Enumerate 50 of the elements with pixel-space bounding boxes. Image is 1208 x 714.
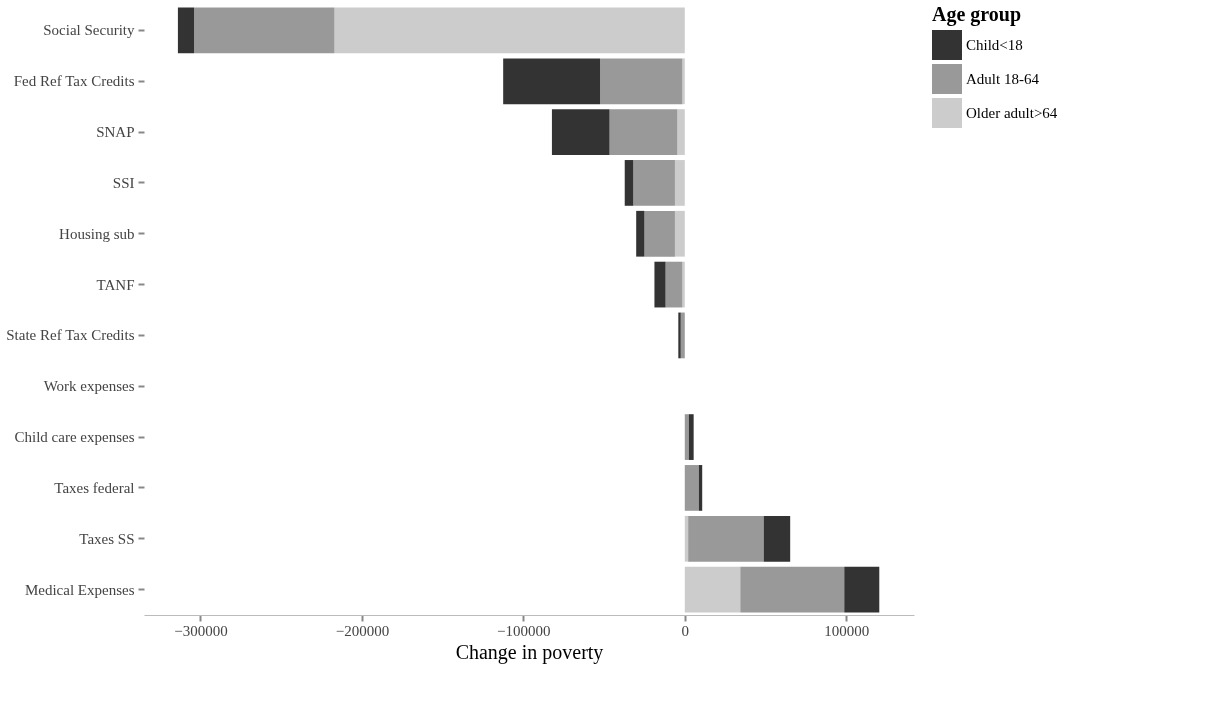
bar: [654, 261, 666, 308]
bar: [684, 465, 699, 511]
bar: [551, 109, 610, 155]
bar: [688, 414, 694, 460]
bar: [177, 7, 195, 54]
y-tick-label: SNAP: [96, 124, 135, 141]
y-tick-label: Housing sub: [59, 225, 135, 242]
y-tick-label: Child care expenses: [14, 429, 135, 446]
bar: [609, 109, 678, 155]
y-tick-label: TANF: [96, 276, 135, 293]
y-tick-label: Work expenses: [43, 378, 135, 395]
x-tick-label: −100000: [497, 622, 551, 639]
y-tick-label: Social Security: [43, 22, 135, 39]
bar: [194, 7, 335, 54]
bar: [674, 210, 685, 257]
bar: [334, 7, 685, 54]
legend-title: Age group: [932, 3, 1022, 26]
bar: [624, 160, 634, 206]
y-tick-label: SSI: [112, 174, 135, 191]
x-tick-label: 0: [681, 622, 690, 639]
legend-label: Child<18: [966, 37, 1023, 53]
bar: [680, 312, 685, 359]
bar: [674, 160, 685, 206]
legend-label: Older adult>64: [966, 105, 1058, 121]
bar: [684, 566, 741, 613]
bar: [644, 210, 675, 257]
bar: [763, 515, 791, 562]
bar: [600, 58, 683, 105]
y-tick-label: Taxes SS: [79, 530, 135, 547]
bar: [677, 109, 685, 155]
bar: [740, 566, 845, 613]
x-tick-label: −300000: [174, 622, 228, 639]
y-tick-label: Fed Ref Tax Credits: [13, 73, 135, 90]
legend-label: Adult 18-64: [966, 71, 1040, 87]
y-tick-label: Medical Expenses: [24, 581, 135, 598]
bar: [665, 261, 683, 308]
x-tick-label: 100000: [824, 622, 870, 639]
bar: [682, 58, 685, 105]
y-tick-label: State Ref Tax Credits: [6, 327, 135, 344]
x-axis-title: Change in poverty: [455, 640, 604, 664]
bar: [678, 312, 681, 359]
x-tick-label: −200000: [335, 622, 390, 639]
bar: [636, 210, 645, 257]
bar: [682, 261, 685, 308]
bar: [844, 566, 880, 613]
y-tick-label: Taxes federal: [54, 479, 135, 496]
bar: [684, 414, 689, 460]
bar: [633, 160, 675, 206]
bar: [688, 515, 764, 562]
bar: [503, 58, 601, 105]
